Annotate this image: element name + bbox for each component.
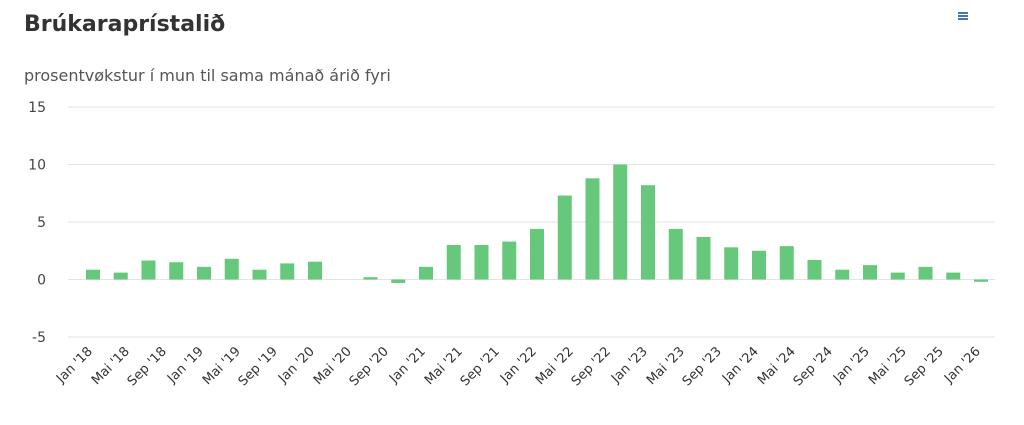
bar [724, 247, 739, 280]
bar [918, 266, 933, 280]
bar [530, 228, 544, 280]
bar [363, 277, 378, 280]
x-tick-label: Jan '25 [830, 344, 873, 387]
x-tick-label: Sep '20 [347, 344, 392, 389]
bar [280, 263, 295, 280]
bar [807, 259, 822, 280]
x-tick-label: Sep '21 [458, 344, 503, 389]
x-tick-label: Sep '24 [791, 344, 836, 389]
bar [502, 241, 517, 280]
x-tick-label: Sep '19 [236, 344, 281, 389]
x-tick-label: Sep '23 [680, 344, 725, 389]
bar [946, 272, 961, 280]
bar [974, 279, 988, 282]
bar [668, 228, 683, 280]
bar [113, 272, 128, 280]
bar [585, 178, 600, 280]
x-tick-label: Sep '18 [125, 344, 170, 389]
x-tick-label: Jan '22 [497, 344, 540, 387]
chart-title: Brúkaraprístalið [24, 12, 226, 37]
bar [252, 269, 267, 280]
bar [224, 258, 239, 280]
x-tick-label: Jan '19 [164, 344, 207, 387]
bar [197, 266, 211, 280]
x-tick-label: Jan '24 [719, 344, 762, 387]
bar [419, 266, 433, 280]
x-tick-label: Sep '25 [902, 344, 947, 389]
y-tick-label: -5 [32, 330, 46, 346]
bar [169, 262, 184, 280]
bar [835, 269, 850, 280]
y-tick-label: 10 [28, 158, 46, 174]
bar [141, 260, 156, 280]
x-tick-label: Jan '21 [386, 344, 429, 387]
chart-subtitle: prosentvøkstur í mun til sama mánað árið… [24, 66, 391, 85]
bar [613, 164, 628, 280]
y-tick-label: 0 [37, 273, 46, 289]
bar [752, 250, 766, 280]
y-tick-label: 5 [37, 215, 46, 231]
bar [446, 245, 461, 280]
bar [863, 265, 877, 280]
bar [779, 246, 794, 280]
y-tick-label: 15 [28, 100, 46, 116]
x-tick-label: Sep '22 [569, 344, 614, 389]
x-tick-label: Jan '20 [275, 344, 318, 387]
x-tick-label: Jan '18 [53, 344, 96, 387]
bar [86, 269, 100, 280]
bar [890, 272, 905, 280]
hamburger-menu-icon[interactable] [958, 12, 968, 22]
bar [308, 261, 322, 280]
bar [391, 279, 406, 283]
bar [641, 185, 655, 280]
bar [474, 245, 489, 280]
x-tick-label: Jan '23 [608, 344, 651, 387]
x-tick-label: Jan '26 [941, 344, 984, 387]
bar [557, 195, 572, 280]
bar [696, 236, 711, 280]
